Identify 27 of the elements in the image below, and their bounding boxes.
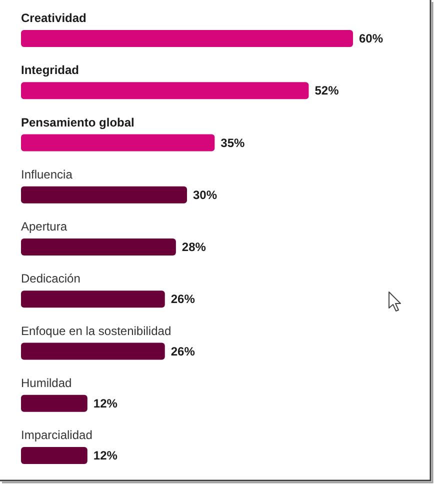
- data-label: 35%: [220, 136, 246, 150]
- y-tick-label: Creatividad: [21, 11, 86, 25]
- bar: [21, 30, 353, 47]
- y-tick-label: Influencia: [21, 167, 73, 182]
- y-tick-label: Humildad: [21, 376, 72, 390]
- bar: [21, 394, 88, 412]
- data-label: 60%: [359, 32, 384, 46]
- data-label: 30%: [193, 188, 218, 202]
- bar: [21, 238, 176, 256]
- data-label: 26%: [170, 344, 196, 358]
- data-label: 12%: [93, 396, 118, 410]
- y-tick-label: Pensamiento global: [21, 115, 134, 130]
- data-label: 28%: [182, 240, 206, 254]
- bar: [21, 134, 215, 152]
- y-tick-label: Dedicación: [21, 272, 80, 286]
- data-label: 26%: [170, 292, 196, 306]
- bar: [21, 290, 165, 308]
- data-label: 52%: [314, 84, 340, 98]
- y-tick-label: Integridad: [21, 63, 80, 78]
- bar: [21, 342, 165, 360]
- bar: [21, 186, 187, 204]
- bar: [21, 82, 309, 100]
- bar: [21, 447, 88, 464]
- y-tick-label: Imparcialidad: [21, 428, 92, 442]
- y-tick-label: Apertura: [21, 220, 68, 234]
- data-label: 12%: [93, 448, 118, 462]
- y-tick-label: Enfoque en la sostenibilidad: [21, 324, 172, 338]
